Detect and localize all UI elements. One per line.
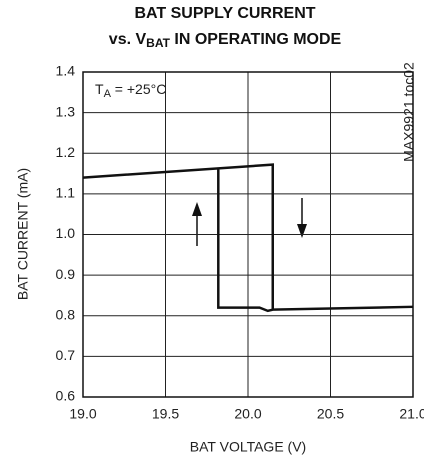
annotation-text: T (95, 81, 104, 97)
y-tick-label: 0.6 (56, 388, 76, 404)
y-tick-label: 0.8 (56, 306, 76, 322)
annotation-rest: = +25°C (111, 81, 166, 97)
annotation-sub: A (104, 88, 112, 100)
x-tick-label: 20.5 (317, 406, 344, 422)
y-tick-label: 0.7 (56, 347, 76, 363)
data-line (82, 163, 414, 313)
x-tick-label: 21.0 (399, 406, 424, 422)
y-tick-label: 1.2 (56, 144, 76, 160)
y-tick-label: 1.1 (56, 185, 76, 201)
y-axis-label: BAT CURRENT (mA) (15, 168, 31, 300)
x-tick-label: 19.0 (69, 406, 96, 422)
arrow-up (192, 202, 202, 246)
y-tick-label: 1.4 (56, 63, 76, 79)
x-tick-label: 19.5 (152, 406, 179, 422)
chart-subtitle: vs. VBAT IN OPERATING MODE (109, 31, 342, 50)
x-axis-label: BAT VOLTAGE (V) (190, 439, 306, 455)
plot-frame (82, 71, 414, 398)
subtitle-sub: BAT (146, 36, 170, 50)
annotation: TA = +25°C (95, 81, 166, 100)
y-tick-label: 1.3 (56, 103, 76, 119)
y-tick-label: 0.9 (56, 266, 76, 282)
x-tick-label: 20.0 (234, 406, 261, 422)
chart-title: BAT SUPPLY CURRENT (134, 5, 315, 22)
y-tick-label: 1.0 (56, 225, 76, 241)
subtitle-text: vs. V (109, 31, 147, 48)
side-label: MAX9921 toc02 (401, 62, 417, 162)
subtitle-rest: IN OPERATING MODE (170, 31, 342, 48)
arrow-down (297, 198, 307, 238)
